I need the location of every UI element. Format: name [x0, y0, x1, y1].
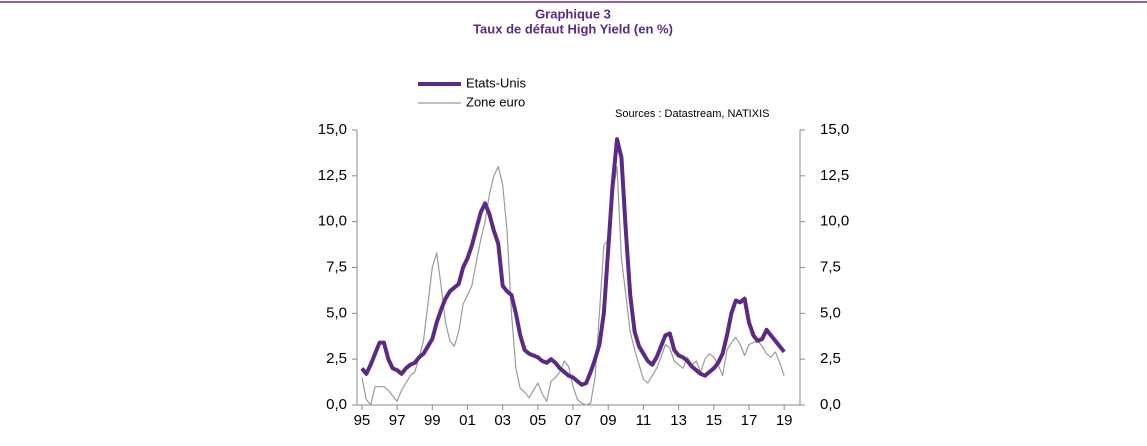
x-tick-label: 11 — [636, 412, 652, 429]
chart-subtitle: Taux de défaut High Yield (en %) — [473, 21, 673, 36]
legend-label: Etats-Unis — [466, 75, 526, 90]
source-note: Sources : Datastream, NATIXIS — [615, 108, 769, 120]
y2-tick-label: 7,5 — [820, 258, 841, 275]
y2-tick-label: 5,0 — [820, 304, 841, 321]
y2-tick-label: 15,0 — [820, 121, 849, 138]
x-tick-label: 19 — [776, 412, 793, 429]
y2-tick-label: 2,5 — [820, 350, 841, 367]
x-tick-label: 99 — [424, 412, 441, 429]
data-line — [360, 137, 786, 387]
y-tick-label: 12,5 — [318, 167, 347, 184]
y-tick-label: 10,0 — [318, 213, 347, 230]
y-tick-label: 7,5 — [326, 258, 347, 275]
y-tick-label: 5,0 — [326, 304, 347, 321]
x-tick-label: 03 — [494, 412, 511, 429]
chart-title: Graphique 3 — [535, 6, 611, 21]
x-tick-label: 95 — [354, 412, 371, 429]
x-tick-label: 07 — [565, 412, 582, 429]
y-tick-label: 15,0 — [318, 121, 347, 138]
x-tick-label: 01 — [459, 412, 476, 429]
data-line — [361, 166, 785, 406]
x-tick-label: 15 — [705, 412, 722, 429]
x-tick-label: 05 — [530, 412, 547, 429]
x-tick-label: 97 — [389, 412, 406, 429]
x-tick-label: 17 — [741, 412, 758, 429]
x-tick-label: 13 — [670, 412, 687, 429]
y2-tick-label: 10,0 — [820, 213, 849, 230]
y-tick-label: 2,5 — [326, 350, 347, 367]
y2-tick-label: 0,0 — [820, 396, 841, 413]
x-tick-label: 09 — [600, 412, 617, 429]
y-tick-label: 0,0 — [326, 396, 347, 413]
legend-label: Zone euro — [466, 94, 525, 109]
y2-tick-label: 12,5 — [820, 167, 849, 184]
